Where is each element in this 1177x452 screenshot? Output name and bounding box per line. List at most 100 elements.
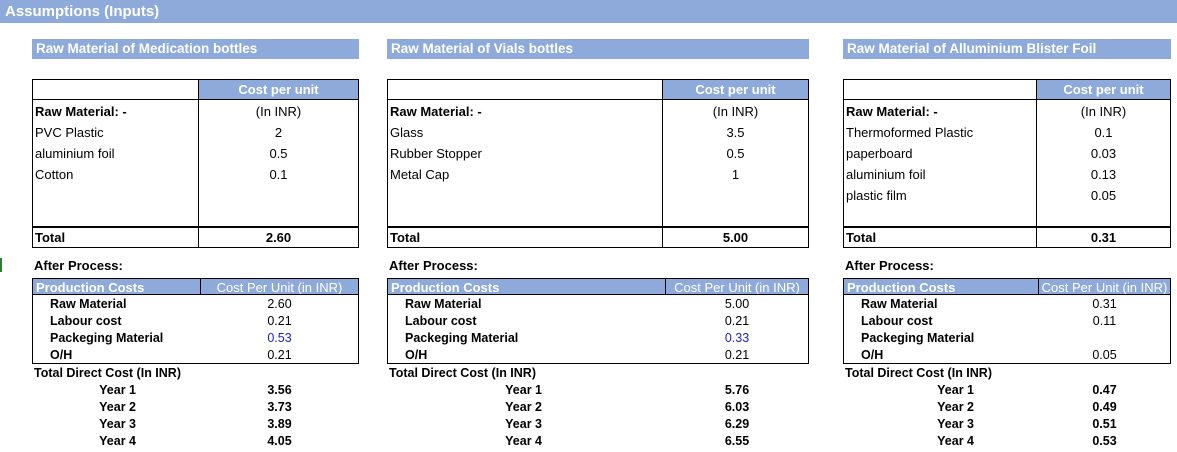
section-heading: Raw Material of Medication bottles xyxy=(32,39,359,59)
item-name[interactable]: Glass xyxy=(390,125,424,140)
cost-item-name: Packeging Material xyxy=(405,331,519,345)
header-divider xyxy=(844,99,1170,100)
cost-header-fill xyxy=(199,80,358,99)
item-value[interactable]: 1 xyxy=(731,167,740,182)
total-row xyxy=(843,227,1171,248)
after-process-label: After Process: xyxy=(845,258,934,273)
item-value[interactable]: 0.5 xyxy=(269,146,288,161)
total-value[interactable]: 0.31 xyxy=(1090,230,1117,245)
item-name[interactable]: Metal Cap xyxy=(390,167,450,182)
section-heading: Raw Material of Vials bottles xyxy=(387,39,809,59)
raw-material-table xyxy=(32,79,359,227)
cost-item-value[interactable]: 0.31 xyxy=(1092,297,1117,311)
year-value[interactable]: 3.73 xyxy=(267,400,292,414)
cost-item-value[interactable] xyxy=(1038,330,1171,347)
year-label: Year 1 xyxy=(505,383,542,397)
cost-item-value[interactable]: 0.21 xyxy=(724,314,750,328)
cost-item-value[interactable]: 2.60 xyxy=(267,297,292,311)
in-inr-header: (In INR) xyxy=(255,104,302,119)
raw-material-table xyxy=(387,79,809,227)
item-value[interactable]: 0.5 xyxy=(726,146,745,161)
item-name[interactable]: Thermoformed Plastic xyxy=(846,125,974,140)
production-costs-header: Production Costs xyxy=(32,278,200,295)
year-value[interactable]: 6.29 xyxy=(724,417,750,431)
item-name[interactable]: PVC Plastic xyxy=(35,125,104,140)
cost-item-value[interactable]: 0.53 xyxy=(267,331,292,345)
year-label: Year 4 xyxy=(505,434,542,448)
cost-item-value[interactable]: 0.21 xyxy=(267,348,292,362)
item-value[interactable]: 0.13 xyxy=(1090,167,1117,182)
year-value[interactable]: 6.55 xyxy=(724,434,750,448)
cost-item-value[interactable]: 0.21 xyxy=(267,314,292,328)
after-process-label: After Process: xyxy=(389,258,478,273)
item-name[interactable]: aluminium foil xyxy=(846,167,926,182)
year-label: Year 4 xyxy=(937,434,974,448)
production-costs-table xyxy=(32,295,359,364)
year-value[interactable]: 3.56 xyxy=(267,383,292,397)
item-name[interactable]: plastic film xyxy=(846,188,907,203)
year-value[interactable]: 6.03 xyxy=(724,400,750,414)
worksheet-area[interactable] xyxy=(0,23,1177,452)
cost-item-value[interactable]: 0.11 xyxy=(1092,314,1117,328)
cost-item-value[interactable]: 5.00 xyxy=(724,297,750,311)
item-value[interactable]: 3.5 xyxy=(726,125,745,140)
year-label: Year 3 xyxy=(99,417,136,431)
item-value[interactable]: 2 xyxy=(274,125,283,140)
year-label: Year 2 xyxy=(99,400,136,414)
total-row xyxy=(387,227,809,248)
item-name[interactable]: paperboard xyxy=(846,146,913,161)
production-costs-table xyxy=(843,295,1171,364)
in-inr-header: (In INR) xyxy=(1080,104,1127,119)
cost-item-value[interactable]: 0.05 xyxy=(1092,348,1117,362)
cost-item-name: O/H xyxy=(405,348,428,362)
year-value[interactable]: 0.51 xyxy=(1092,417,1117,431)
year-value[interactable]: 0.49 xyxy=(1092,400,1117,414)
total-direct-cost-label: Total Direct Cost (In INR) xyxy=(845,366,992,380)
total-row xyxy=(32,227,359,248)
item-value[interactable]: 0.05 xyxy=(1090,188,1117,203)
column-divider xyxy=(662,80,663,226)
cost-item-value[interactable]: 0.33 xyxy=(724,331,750,345)
after-process-label: After Process: xyxy=(34,258,123,273)
production-costs-table xyxy=(387,295,809,364)
total-label: Total xyxy=(390,230,421,245)
year-value[interactable]: 5.76 xyxy=(724,383,750,397)
header-divider xyxy=(388,99,808,100)
cost-per-unit-header: Cost per unit xyxy=(1063,82,1144,97)
total-direct-cost-label: Total Direct Cost (In INR) xyxy=(389,366,536,380)
item-name[interactable]: Rubber Stopper xyxy=(390,146,482,161)
item-value[interactable]: 0.1 xyxy=(1094,125,1113,140)
year-value[interactable]: 4.05 xyxy=(267,434,292,448)
cost-per-unit-header: Cost Per Unit (in INR) xyxy=(1038,278,1171,295)
cost-item-name: Labour cost xyxy=(50,314,122,328)
cost-item-value[interactable]: 0.21 xyxy=(724,348,750,362)
row-marker xyxy=(0,258,2,272)
cost-per-unit-header: Cost per unit xyxy=(695,82,776,97)
cost-item-name: Packeging Material xyxy=(50,331,164,345)
cost-item-name: Raw Material xyxy=(405,297,482,311)
year-value[interactable]: 0.47 xyxy=(1092,383,1117,397)
item-value[interactable]: 0.1 xyxy=(269,167,288,182)
raw-material-table xyxy=(843,79,1171,227)
year-label: Year 3 xyxy=(937,417,974,431)
item-name[interactable]: Cotton xyxy=(35,167,74,182)
cost-item-name: Labour cost xyxy=(861,314,933,328)
item-value[interactable]: 0.03 xyxy=(1090,146,1117,161)
column-divider xyxy=(1036,80,1037,226)
total-value[interactable]: 5.00 xyxy=(722,230,749,245)
section-heading: Raw Material of Alluminium Blister Foil xyxy=(843,39,1171,59)
column-divider xyxy=(198,80,199,226)
year-value[interactable]: 3.89 xyxy=(267,417,292,431)
total-divider xyxy=(662,228,663,247)
cost-item-name: Raw Material xyxy=(861,297,938,311)
total-value[interactable]: 2.60 xyxy=(265,230,292,245)
item-name[interactable]: aluminium foil xyxy=(35,146,115,161)
year-label: Year 1 xyxy=(937,383,974,397)
year-value[interactable]: 0.53 xyxy=(1092,434,1117,448)
total-direct-cost-label: Total Direct Cost (In INR) xyxy=(34,366,181,380)
in-inr-header: (In INR) xyxy=(712,104,759,119)
cost-header-fill xyxy=(1037,80,1170,99)
production-costs-header: Production Costs xyxy=(387,278,665,295)
year-label: Year 4 xyxy=(99,434,136,448)
total-divider xyxy=(1036,228,1037,247)
